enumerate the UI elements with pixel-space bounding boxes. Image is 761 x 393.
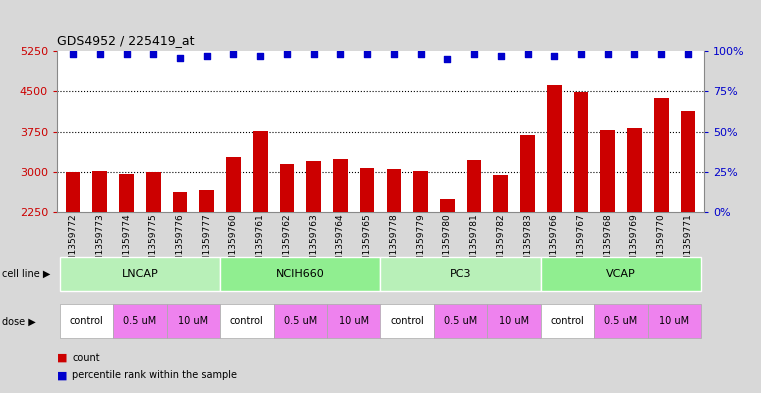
Point <box>228 51 240 57</box>
Bar <box>360 168 374 212</box>
Point <box>174 54 186 61</box>
Bar <box>307 161 321 212</box>
Text: control: control <box>230 316 264 326</box>
Point <box>388 51 400 57</box>
Bar <box>119 174 134 212</box>
Bar <box>594 305 648 338</box>
Bar <box>226 157 240 212</box>
Text: control: control <box>390 316 424 326</box>
Bar <box>173 192 187 212</box>
Text: 10 uM: 10 uM <box>660 316 689 326</box>
Text: control: control <box>551 316 584 326</box>
Bar <box>627 128 642 212</box>
Text: ■: ■ <box>57 353 68 363</box>
Bar <box>279 164 295 212</box>
Point <box>548 53 560 59</box>
Text: GDS4952 / 225419_at: GDS4952 / 225419_at <box>57 34 195 47</box>
Point <box>147 51 159 57</box>
Bar <box>654 98 668 212</box>
Bar <box>274 305 327 338</box>
Bar <box>434 305 487 338</box>
Point <box>254 53 266 59</box>
Point <box>361 51 373 57</box>
Text: VCAP: VCAP <box>607 269 636 279</box>
Bar <box>113 305 167 338</box>
Bar <box>327 305 380 338</box>
Bar <box>380 305 434 338</box>
Bar <box>65 172 81 212</box>
Text: PC3: PC3 <box>450 269 471 279</box>
Point <box>521 51 533 57</box>
Text: 0.5 uM: 0.5 uM <box>284 316 317 326</box>
Text: 0.5 uM: 0.5 uM <box>604 316 638 326</box>
Point <box>415 51 427 57</box>
Point <box>602 51 614 57</box>
Bar <box>333 158 348 212</box>
Bar <box>60 305 113 338</box>
Point <box>682 51 694 57</box>
Point <box>94 51 106 57</box>
Point <box>441 56 454 62</box>
Text: LNCAP: LNCAP <box>122 269 158 279</box>
Point <box>120 51 132 57</box>
Text: 10 uM: 10 uM <box>499 316 529 326</box>
Bar <box>199 190 214 212</box>
Bar <box>440 199 454 212</box>
Bar <box>466 160 482 212</box>
Bar <box>380 257 541 291</box>
Point <box>495 53 507 59</box>
Point <box>468 51 480 57</box>
Bar <box>521 136 535 212</box>
Bar <box>387 169 401 212</box>
Bar <box>253 131 268 212</box>
Bar <box>600 130 615 212</box>
Text: 10 uM: 10 uM <box>178 316 209 326</box>
Text: 0.5 uM: 0.5 uM <box>444 316 477 326</box>
Bar <box>93 171 107 212</box>
Bar <box>493 174 508 212</box>
Point <box>575 51 587 57</box>
Text: cell line ▶: cell line ▶ <box>2 269 51 279</box>
Bar <box>648 305 701 338</box>
Bar <box>541 257 701 291</box>
Bar <box>574 92 588 212</box>
Text: dose ▶: dose ▶ <box>2 316 36 326</box>
Text: count: count <box>72 353 100 363</box>
Bar <box>220 305 274 338</box>
Text: control: control <box>69 316 103 326</box>
Text: ■: ■ <box>57 370 68 380</box>
Bar <box>547 85 562 212</box>
Bar <box>167 305 220 338</box>
Point <box>307 51 320 57</box>
Text: 0.5 uM: 0.5 uM <box>123 316 157 326</box>
Bar <box>487 305 541 338</box>
Bar <box>680 111 696 212</box>
Point <box>629 51 641 57</box>
Point <box>201 53 213 59</box>
Bar <box>413 171 428 212</box>
Bar <box>146 173 161 212</box>
Point <box>655 51 667 57</box>
Point <box>334 51 346 57</box>
Text: NCIH660: NCIH660 <box>276 269 325 279</box>
Point <box>281 51 293 57</box>
Bar <box>60 257 220 291</box>
Point <box>67 51 79 57</box>
Bar <box>220 257 380 291</box>
Text: percentile rank within the sample: percentile rank within the sample <box>72 370 237 380</box>
Bar <box>541 305 594 338</box>
Text: 10 uM: 10 uM <box>339 316 369 326</box>
